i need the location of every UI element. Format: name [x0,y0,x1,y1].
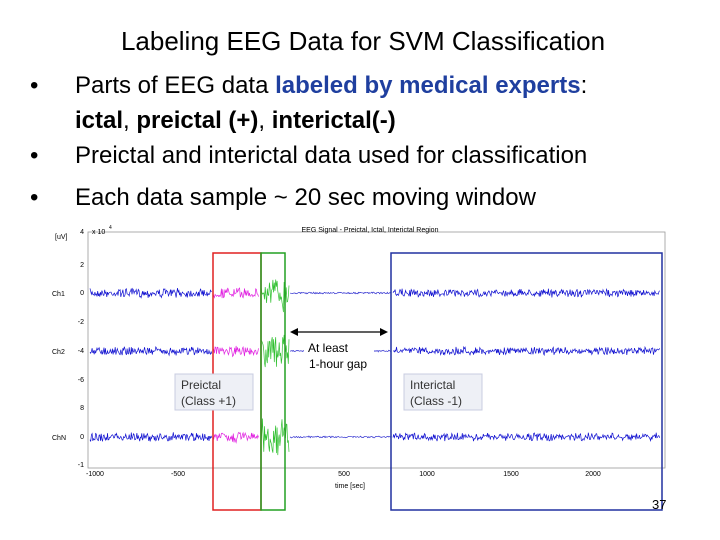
page-number: 37 [652,497,667,512]
y-tick-label: -4 [78,348,84,355]
y-unit: [uV] [55,234,68,241]
interictal-label-box [403,373,483,411]
emphasis: ictal [75,107,124,134]
figure-title: EEG Signal - Preictal, Ictal, Interictal… [302,227,439,234]
x-tick-label: 1500 [503,471,519,478]
text: Parts of EEG data [75,72,276,99]
x-tick-label: 2000 [585,471,601,478]
channel-label: Ch1 [52,291,65,298]
bullet-text: ictal, preictal (+), interictal(-) [75,107,396,135]
gap-label: 1-hour gap [309,357,367,371]
signal-trace [89,287,212,299]
preictal-label: (Class +1) [181,394,236,408]
interictal-label: Interictal [410,378,455,392]
channel-label: Ch2 [52,349,65,356]
x-label: time [sec] [335,483,365,490]
x-tick-label: 500 [338,471,350,478]
text: , [258,107,272,134]
bullet-text: Each data sample ~ 20 sec moving window [75,184,536,212]
text: Preictal and interictal data used for cl… [75,142,588,169]
interictal-label: (Class -1) [410,394,462,408]
traces [89,279,661,456]
x-tick-label: -500 [171,471,185,478]
preictal-label: Preictal [181,378,221,392]
signal-trace [212,287,259,299]
emphasis: preictal (+) [136,107,259,134]
y-tick-label: -6 [78,377,84,384]
bullet-text: Preictal and interictal data used for cl… [75,142,587,170]
signal-trace [392,345,661,357]
signal-trace [290,291,392,295]
emphasis: labeled by medical experts [275,72,581,99]
x-tick-label: 1000 [419,471,435,478]
bullet-dot: • [30,184,39,211]
arrow-head [380,328,388,336]
interictal-box [390,252,663,511]
signal-trace [89,345,213,357]
text: , [123,107,137,134]
signal-trace [392,288,660,298]
text: : [580,72,588,99]
signal-trace [289,435,392,439]
gap-label: At least [308,341,349,355]
y-tick-label: 0 [80,434,84,441]
emphasis: interictal(-) [271,107,396,134]
bullet-text: Parts of EEG data labeled by medical exp… [75,72,587,100]
signal-trace [392,432,661,443]
text: Each data sample ~ 20 sec moving window [75,184,536,211]
gap-label-bg [304,340,374,372]
channel-label: ChN [52,435,66,442]
y-tick-label: 8 [80,405,84,412]
y-tick-label: 4 [80,229,84,236]
y-tick-label: 0 [80,290,84,297]
arrow-head [290,328,298,336]
y-tick-label: 2 [80,262,84,269]
y-tick-label: -2 [78,319,84,326]
y-tick-label: -1 [78,462,84,469]
y-scale-exp: 4 [109,225,112,231]
preictal-label-box [174,373,254,411]
signal-trace [212,345,259,358]
signal-trace [89,432,213,443]
signal-trace [212,431,259,444]
slide-title: Labeling EEG Data for SVM Classification [120,26,606,56]
ictal-box [260,252,286,511]
bullet-dot: • [30,142,39,169]
x-tick-label: -1000 [86,471,104,478]
plot-frame [87,231,666,469]
bullet-dot: • [30,72,39,99]
y-scale: x 10 [92,229,105,236]
